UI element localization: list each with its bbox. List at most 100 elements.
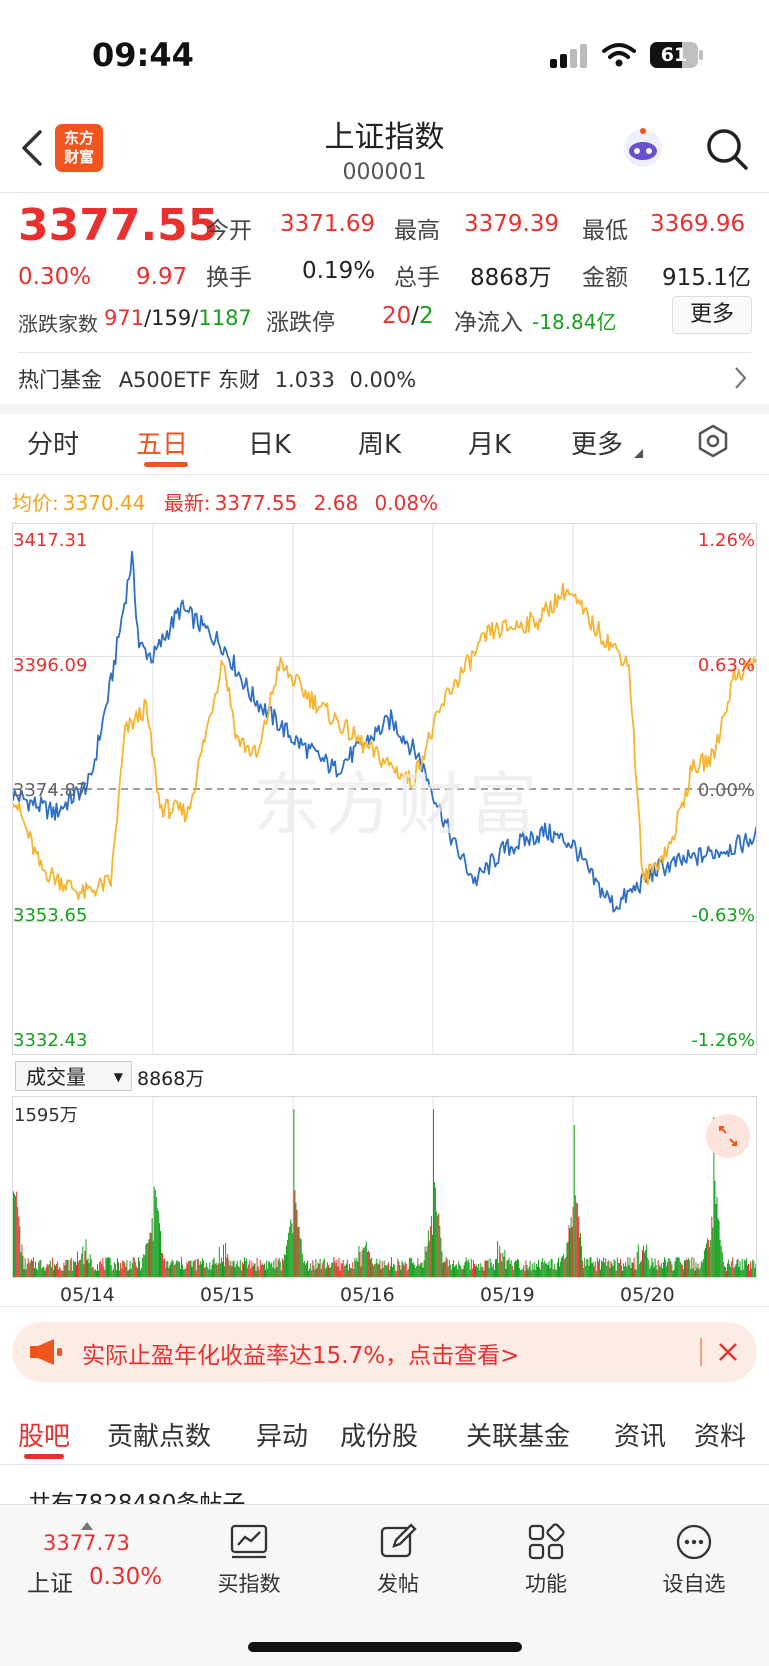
volume-bar [156, 1208, 158, 1277]
volume-bar [569, 1228, 571, 1277]
more-quote-button[interactable]: 更多 [672, 296, 752, 334]
volume-bar [729, 1264, 731, 1277]
tab-components[interactable]: 成份股 [340, 1422, 419, 1452]
volume-bar [320, 1268, 322, 1277]
volume-bar [298, 1226, 300, 1277]
volume-bar [721, 1252, 723, 1277]
footer-index-price[interactable]: 3377.73 [43, 1531, 130, 1555]
volume-bar [747, 1265, 748, 1277]
tab-unusual[interactable]: 异动 [256, 1422, 309, 1452]
hot-fund-name: A500ETF 东财 [118, 368, 260, 392]
search-icon[interactable] [704, 126, 750, 176]
volume-bar [534, 1270, 536, 1277]
volume-bar [442, 1262, 444, 1277]
volume-bar [499, 1245, 501, 1277]
buy-index-button[interactable]: 买指数 [194, 1511, 304, 1601]
volume-bar [685, 1260, 686, 1277]
volume-bar [637, 1244, 639, 1277]
tab-weekly-k[interactable]: 周K [358, 430, 402, 460]
volume-bar [522, 1268, 524, 1277]
close-icon[interactable] [716, 1340, 740, 1368]
breadth-label: 涨跌家数 [18, 312, 98, 336]
robot-assistant-icon[interactable] [618, 124, 668, 178]
volume-bar [540, 1269, 542, 1277]
volume-bar [498, 1263, 500, 1277]
volume-bar [293, 1109, 295, 1277]
volume-bar [295, 1202, 297, 1277]
volume-chart[interactable]: 1595万 [12, 1096, 757, 1278]
volume-bar [477, 1267, 479, 1277]
post-button[interactable]: 发帖 [343, 1511, 453, 1601]
volume-bar [476, 1264, 478, 1277]
volume-bar [338, 1257, 340, 1277]
back-icon[interactable] [18, 128, 44, 172]
volume-bar [563, 1253, 565, 1277]
expand-icon[interactable] [706, 1114, 750, 1158]
volume-bar [180, 1268, 181, 1277]
latest-value: 3377.55 [214, 491, 298, 515]
volume-bar [492, 1264, 494, 1277]
settings-icon[interactable] [696, 424, 730, 462]
current-price: 3377.55 [18, 200, 219, 251]
tab-contribution[interactable]: 贡献点数 [107, 1422, 212, 1452]
tab-daily-k[interactable]: 日K [248, 430, 292, 460]
volume-bar [309, 1268, 311, 1277]
tab-news[interactable]: 资讯 [614, 1422, 667, 1452]
footer-index-pct[interactable]: 0.30% [89, 1564, 163, 1590]
volume-bar [413, 1262, 415, 1277]
volume-bar [224, 1265, 226, 1277]
volume-bar [748, 1263, 749, 1277]
volume-bar [651, 1257, 653, 1277]
tab-profile[interactable]: 资料 [694, 1422, 747, 1452]
volume-bar [547, 1264, 549, 1277]
volume-bar [328, 1265, 329, 1277]
tab-monthly-k[interactable]: 月K [468, 430, 512, 460]
promo-banner[interactable]: 实际止盈年化收益率达15.7%，点击查看> [12, 1322, 757, 1382]
down-count: 1187 [198, 306, 252, 330]
volume-bar [299, 1237, 301, 1277]
volume-bar [329, 1267, 331, 1277]
battery-level: 61 [660, 44, 688, 66]
volume-bar [147, 1243, 149, 1277]
volume-bar [96, 1271, 97, 1277]
volume-bar [451, 1264, 453, 1277]
add-watchlist-button[interactable]: 设自选 [639, 1511, 749, 1601]
volume-bar [614, 1260, 616, 1277]
tab-five-day[interactable]: 五日 [136, 430, 189, 460]
amount-value: 915.1亿 [662, 265, 751, 291]
open-value: 3371.69 [280, 211, 376, 237]
volume-bar [753, 1260, 755, 1277]
volume-bar [735, 1264, 737, 1277]
volume-bar [290, 1219, 292, 1277]
footer-index-name[interactable]: 上证 [27, 1571, 73, 1597]
tab-related-funds[interactable]: 关联基金 [466, 1422, 571, 1452]
volume-bar [294, 1190, 296, 1277]
volume-bar [84, 1251, 86, 1277]
volume-bar [123, 1260, 125, 1277]
volume-bar [677, 1257, 679, 1277]
hot-fund-row[interactable]: 热门基金 A500ETF 东财 1.033 0.00% [18, 364, 751, 394]
volume-bar [342, 1259, 344, 1277]
volume-bar [424, 1246, 426, 1277]
volume-bar [559, 1266, 560, 1277]
volume-bar [182, 1264, 184, 1277]
tab-more[interactable]: 更多 [571, 430, 624, 460]
quote-divider [18, 352, 751, 353]
price-chart[interactable]: 东方财富 [12, 523, 757, 1055]
volume-bar [382, 1268, 384, 1277]
functions-button[interactable]: 功能 [491, 1511, 601, 1601]
volume-bar [572, 1207, 574, 1277]
tab-guba[interactable]: 股吧 [18, 1422, 71, 1452]
tab-intraday[interactable]: 分时 [27, 430, 80, 460]
volume-bar [453, 1260, 454, 1277]
page-title: 上证指数 [324, 120, 445, 155]
volume-bar [657, 1259, 659, 1277]
indicator-select[interactable]: 成交量 ▼ [15, 1061, 132, 1091]
volume-bar [441, 1251, 443, 1277]
volume-bar [103, 1266, 105, 1277]
volume-bar [517, 1258, 518, 1277]
volume-bar [154, 1189, 156, 1277]
volume-bar [287, 1239, 289, 1277]
volume-bar [545, 1263, 547, 1277]
volume-bar [239, 1260, 241, 1277]
